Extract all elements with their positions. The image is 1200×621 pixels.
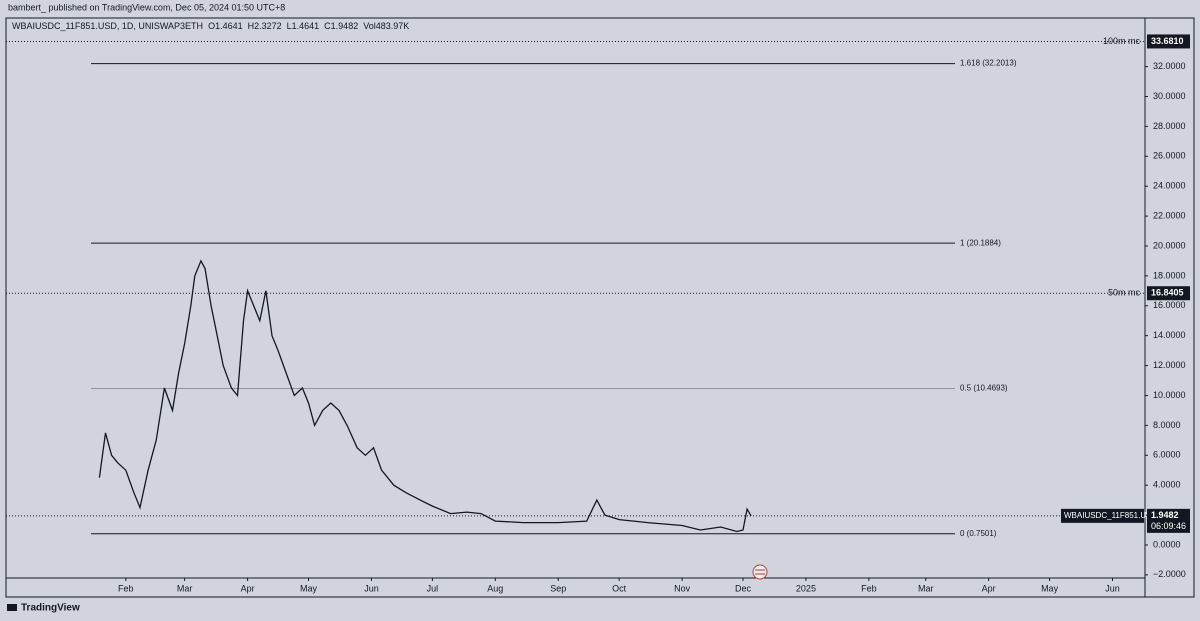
price-box — [1147, 34, 1190, 49]
legend-low: L1.4641 — [287, 21, 320, 31]
price-box — [1147, 286, 1190, 301]
last-price-box — [1147, 508, 1190, 533]
price-line-name: 50m mc — [1108, 288, 1141, 298]
countdown: 06:09:46 — [1151, 521, 1186, 531]
legend-volume: Vol483.97K — [363, 21, 409, 31]
publisher: bambert_ published on TradingView.com, D… — [8, 2, 285, 12]
y-tick-label: 24.0000 — [1153, 181, 1186, 191]
y-tick-label: 22.0000 — [1153, 210, 1186, 220]
x-tick-label: Mar — [918, 583, 934, 593]
chart-frame — [5, 17, 1195, 598]
x-tick-label: Jul — [427, 583, 439, 593]
y-tick-label: 18.0000 — [1153, 270, 1186, 280]
y-tick-label: 8.0000 — [1153, 420, 1181, 430]
y-tick-label: 26.0000 — [1153, 151, 1186, 161]
y-tick-label: 14.0000 — [1153, 330, 1186, 340]
legend-close: C1.9482 — [324, 21, 358, 31]
y-tick-label: 12.0000 — [1153, 360, 1186, 370]
fib-label: 0.5 (10.4693) — [960, 384, 1008, 393]
y-tick-label: 10.0000 — [1153, 390, 1186, 400]
price-box-label: 33.6810 — [1151, 36, 1184, 46]
x-tick-label: Sep — [550, 583, 566, 593]
y-tick-label: 16.0000 — [1153, 300, 1186, 310]
last-name: WBAIUSDC_11F851.USD — [1064, 511, 1157, 520]
x-tick-label: Feb — [861, 583, 877, 593]
x-tick-label: Apr — [241, 583, 255, 593]
x-tick-label: Nov — [674, 583, 691, 593]
price-line-name: 100m mc — [1103, 36, 1141, 46]
y-tick-label: 0.0000 — [1153, 539, 1181, 549]
y-tick-label: −2.0000 — [1153, 569, 1186, 579]
x-tick-label: Dec — [735, 583, 752, 593]
y-tick-label: 20.0000 — [1153, 240, 1186, 250]
fib-label: 1.618 (32.2013) — [960, 59, 1017, 68]
y-tick-label: 4.0000 — [1153, 480, 1181, 490]
x-tick-label: Feb — [118, 583, 134, 593]
y-tick-label: 28.0000 — [1153, 121, 1186, 131]
x-tick-label: Jun — [364, 583, 379, 593]
fib-label: 1 (20.1884) — [960, 238, 1001, 247]
brand: TradingView — [21, 603, 80, 614]
price-box-label: 16.8405 — [1151, 288, 1184, 298]
legend-high: H2.3272 — [248, 21, 282, 31]
event-icon — [752, 564, 768, 580]
x-tick-label: Oct — [612, 583, 627, 593]
brand-logo — [7, 604, 17, 611]
x-tick-label: 2025 — [796, 583, 816, 593]
x-tick-label: Jun — [1105, 583, 1120, 593]
last-name-box — [1061, 508, 1144, 523]
y-tick-label: 6.0000 — [1153, 450, 1181, 460]
price-line-series — [98, 259, 752, 533]
y-tick-label: 32.0000 — [1153, 61, 1186, 71]
x-tick-label: Apr — [982, 583, 996, 593]
legend-open: O1.4641 — [208, 21, 243, 31]
last-price: 1.9482 — [1151, 510, 1179, 520]
x-tick-label: Aug — [487, 583, 503, 593]
x-tick-label: May — [1041, 583, 1059, 593]
x-tick-label: Mar — [177, 583, 193, 593]
legend-symbol: WBAIUSDC_11F851.USD, 1D, UNISWAP3ETH — [12, 21, 203, 31]
x-tick-label: May — [300, 583, 318, 593]
fib-label: 0 (0.7501) — [960, 529, 997, 538]
y-tick-label: 30.0000 — [1153, 91, 1186, 101]
legend: WBAIUSDC_11F851.USD, 1D, UNISWAP3ETH O1.4… — [12, 21, 409, 31]
